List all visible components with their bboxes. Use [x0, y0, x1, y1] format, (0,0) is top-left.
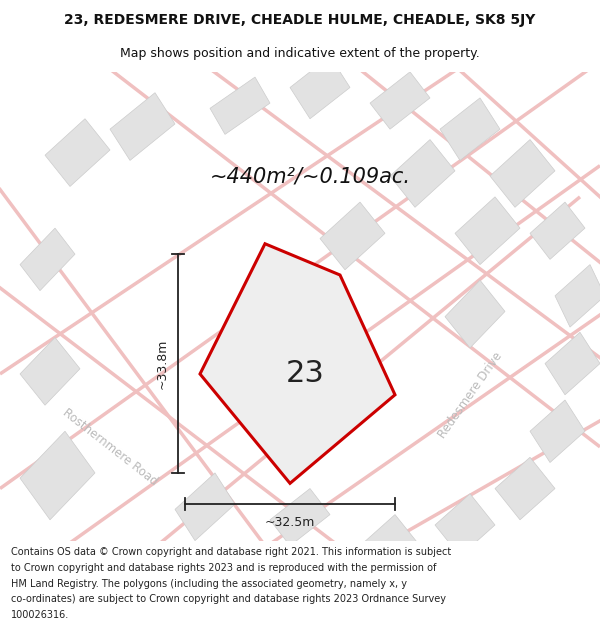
Polygon shape — [175, 473, 235, 541]
Polygon shape — [495, 458, 555, 520]
Polygon shape — [455, 197, 520, 264]
Text: ~33.8m: ~33.8m — [155, 338, 169, 389]
Polygon shape — [270, 489, 330, 546]
Polygon shape — [110, 92, 175, 161]
Text: 23: 23 — [286, 359, 325, 389]
Text: HM Land Registry. The polygons (including the associated geometry, namely x, y: HM Land Registry. The polygons (includin… — [11, 579, 407, 589]
Text: 100026316.: 100026316. — [11, 610, 69, 620]
Polygon shape — [20, 338, 80, 405]
Text: Redesmere Drive: Redesmere Drive — [436, 349, 505, 440]
Polygon shape — [435, 494, 495, 556]
Text: Contains OS data © Crown copyright and database right 2021. This information is : Contains OS data © Crown copyright and d… — [11, 548, 451, 558]
Polygon shape — [545, 332, 600, 395]
Polygon shape — [290, 56, 350, 119]
Polygon shape — [440, 98, 500, 161]
Polygon shape — [20, 228, 75, 291]
Polygon shape — [490, 139, 555, 208]
Polygon shape — [45, 119, 110, 186]
Polygon shape — [390, 139, 455, 208]
Polygon shape — [320, 202, 385, 270]
Polygon shape — [360, 514, 420, 577]
Text: ~440m²/~0.109ac.: ~440m²/~0.109ac. — [209, 166, 410, 186]
Text: Map shows position and indicative extent of the property.: Map shows position and indicative extent… — [120, 48, 480, 61]
Text: ~32.5m: ~32.5m — [265, 516, 315, 529]
Polygon shape — [210, 77, 270, 134]
Polygon shape — [370, 72, 430, 129]
Text: Rosthernmere Road: Rosthernmere Road — [60, 406, 160, 488]
Polygon shape — [555, 264, 600, 327]
Text: co-ordinates) are subject to Crown copyright and database rights 2023 Ordnance S: co-ordinates) are subject to Crown copyr… — [11, 594, 446, 604]
Polygon shape — [445, 280, 505, 348]
Polygon shape — [20, 431, 95, 520]
Polygon shape — [530, 400, 585, 462]
Text: 23, REDESMERE DRIVE, CHEADLE HULME, CHEADLE, SK8 5JY: 23, REDESMERE DRIVE, CHEADLE HULME, CHEA… — [64, 13, 536, 27]
Polygon shape — [530, 202, 585, 259]
Text: to Crown copyright and database rights 2023 and is reproduced with the permissio: to Crown copyright and database rights 2… — [11, 563, 436, 573]
Polygon shape — [200, 244, 395, 483]
